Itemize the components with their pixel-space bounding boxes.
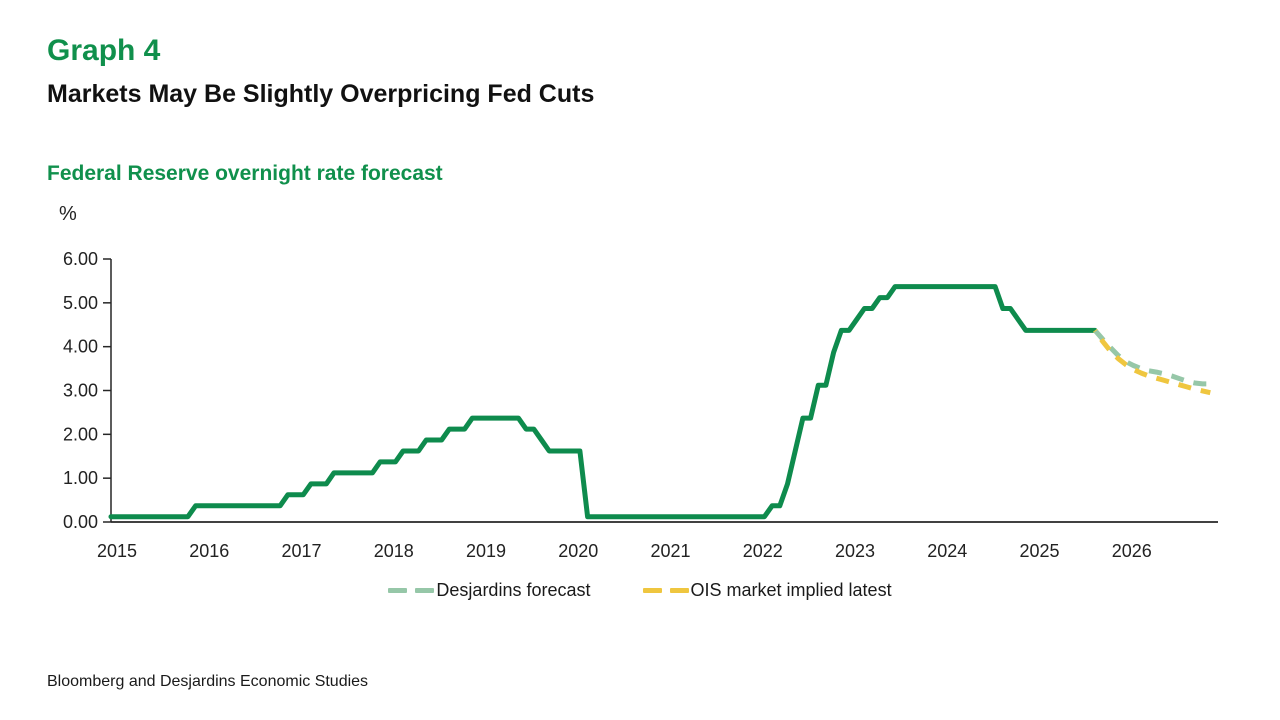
series-line-ois_market_implied (1092, 328, 1211, 396)
y-axis-tick-label: 0.00 (63, 512, 98, 532)
desjardins-forecast-dash-icon (388, 588, 435, 593)
legend-item-desjardins-forecast: Desjardins forecast (388, 580, 591, 601)
x-axis-tick-label: 2025 (1019, 541, 1059, 561)
y-axis-tick-label: 2.00 (63, 424, 98, 444)
x-axis-tick-label: 2019 (466, 541, 506, 561)
page-title: Markets May Be Slightly Overpricing Fed … (47, 80, 595, 108)
x-axis-tick-label: 2021 (650, 541, 690, 561)
x-axis-tick-label: 2018 (374, 541, 414, 561)
y-axis-tick-label: 5.00 (63, 293, 98, 313)
legend-item-ois-market-implied: OIS market implied latest (642, 580, 892, 601)
ois-market-dash-icon (642, 588, 689, 593)
x-axis-tick-label: 2015 (97, 541, 137, 561)
legend: Desjardins forecast OIS market implied l… (0, 580, 1280, 601)
x-axis-tick-label: 2026 (1112, 541, 1152, 561)
legend-label: Desjardins forecast (436, 580, 591, 600)
x-axis-tick-label: 2020 (558, 541, 598, 561)
y-axis-tick-label: 6.00 (63, 249, 98, 269)
y-axis-tick-label: 4.00 (63, 337, 98, 357)
source-note: Bloomberg and Desjardins Economic Studie… (47, 673, 369, 690)
chart-title: Federal Reserve overnight rate forecast (47, 162, 443, 185)
legend-label: OIS market implied latest (690, 580, 892, 600)
y-axis-tick-label: 1.00 (63, 468, 98, 488)
x-axis-tick-label: 2023 (835, 541, 875, 561)
x-axis-tick-label: 2022 (743, 541, 783, 561)
y-axis-unit-label: % (59, 203, 77, 225)
series-line-desjardins_forecast (1093, 328, 1211, 387)
series-line-historical (108, 284, 1098, 520)
graph-number-label: Graph 4 (47, 34, 161, 67)
x-axis-tick-label: 2016 (189, 541, 229, 561)
y-axis-tick-label: 3.00 (63, 381, 98, 401)
x-axis-tick-label: 2017 (281, 541, 321, 561)
x-axis-tick-label: 2024 (927, 541, 967, 561)
